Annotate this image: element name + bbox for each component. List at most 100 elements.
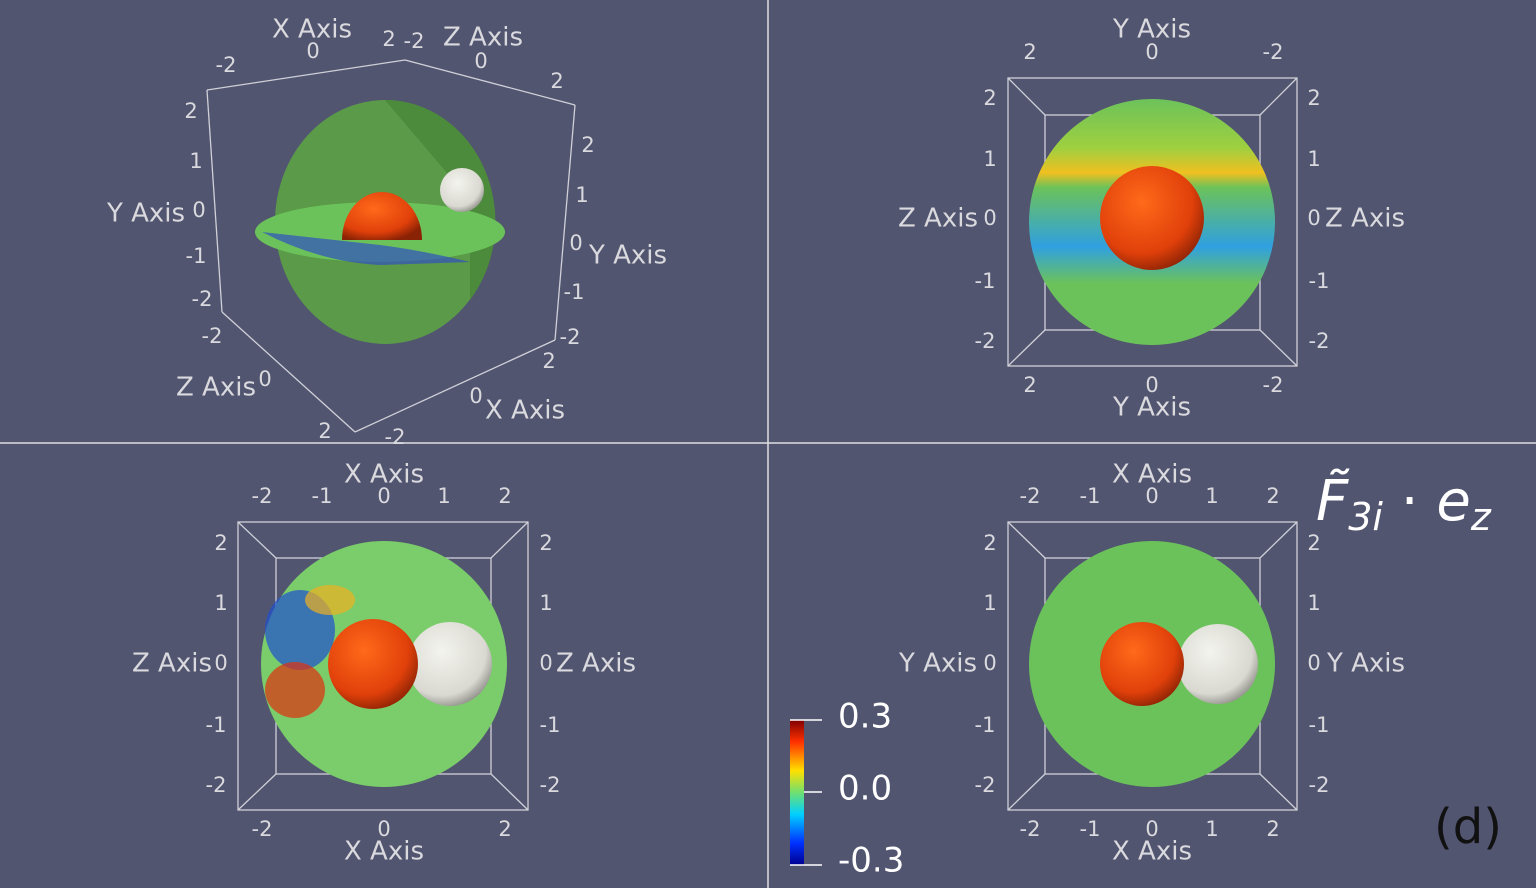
tick-label: 2 bbox=[1023, 40, 1036, 64]
tick-label: 0 bbox=[1307, 206, 1320, 230]
tick-label: 1 bbox=[575, 183, 588, 207]
axis-title: Z Axis bbox=[1325, 204, 1405, 234]
axis-title: Z Axis bbox=[132, 649, 212, 679]
axis-title: X Axis bbox=[1112, 460, 1192, 490]
tick-label: 0 bbox=[1145, 817, 1158, 841]
tick-label: 2 bbox=[983, 531, 996, 555]
colorbar-max: 0.3 bbox=[838, 697, 892, 737]
panel-label: (d) bbox=[1434, 799, 1502, 855]
tick-label: 2 bbox=[382, 27, 395, 51]
tick-label: 0 bbox=[983, 206, 996, 230]
tick-label: 1 bbox=[1307, 147, 1320, 171]
tick-label: 0 bbox=[569, 231, 582, 255]
tick-label: -2 bbox=[975, 329, 996, 353]
axis-title: Y Axis bbox=[588, 241, 667, 271]
tick-label: 1 bbox=[1307, 591, 1320, 615]
tick-label: 1 bbox=[1205, 484, 1218, 508]
tick-label: -2 bbox=[404, 29, 425, 53]
vector-sub: z bbox=[1470, 495, 1492, 539]
tick-label: 2 bbox=[1266, 484, 1279, 508]
tick-label: -1 bbox=[312, 484, 333, 508]
tick-label: 2 bbox=[983, 86, 996, 110]
axis-title: Y Axis bbox=[898, 649, 977, 679]
axis-title: Z Axis bbox=[443, 23, 523, 53]
tick-label: -1 bbox=[1309, 713, 1330, 737]
tick-label: 2 bbox=[1307, 86, 1320, 110]
colorbar-mid: 0.0 bbox=[838, 769, 892, 809]
colorbar-min: -0.3 bbox=[838, 841, 904, 881]
tick-label: -1 bbox=[1309, 269, 1330, 293]
axis-title: Z Axis bbox=[898, 204, 978, 234]
axis-title: Y Axis bbox=[106, 199, 185, 229]
tick-label: 1 bbox=[983, 147, 996, 171]
tick-label: -2 bbox=[1263, 373, 1284, 397]
tick-label: 2 bbox=[498, 817, 511, 841]
colorbar-gradient bbox=[790, 720, 804, 865]
tick-label: 1 bbox=[983, 591, 996, 615]
tick-label: -1 bbox=[206, 713, 227, 737]
tick-label: -2 bbox=[202, 324, 223, 348]
axis-title: Z Axis bbox=[556, 649, 636, 679]
tick-label: -2 bbox=[1020, 817, 1041, 841]
axis-title: Y Axis bbox=[1326, 649, 1405, 679]
tick-label: 0 bbox=[474, 49, 487, 73]
tick-label: 0 bbox=[306, 39, 319, 63]
axis-title: Y Axis bbox=[1112, 15, 1191, 45]
tick-label: -1 bbox=[186, 244, 207, 268]
tick-label: 1 bbox=[214, 591, 227, 615]
tick-label: 2 bbox=[214, 531, 227, 555]
tick-label: 0 bbox=[1145, 40, 1158, 64]
tick-label: -2 bbox=[206, 773, 227, 797]
tick-label: 0 bbox=[258, 367, 271, 391]
tick-label: 0 bbox=[469, 384, 482, 408]
tick-label: 2 bbox=[1307, 531, 1320, 555]
tick-label: 2 bbox=[1023, 373, 1036, 397]
tick-label: 0 bbox=[539, 651, 552, 675]
tick-label: 2 bbox=[550, 69, 563, 93]
tick-label: -1 bbox=[1080, 484, 1101, 508]
axis-title: X Axis bbox=[272, 15, 352, 45]
tick-label: -2 bbox=[1309, 773, 1330, 797]
axis-title: Z Axis bbox=[176, 373, 256, 403]
tick-label: 2 bbox=[184, 99, 197, 123]
axis-title: X Axis bbox=[485, 396, 565, 426]
tick-label: -2 bbox=[252, 817, 273, 841]
tick-label: -1 bbox=[540, 713, 561, 737]
tick-label: 1 bbox=[437, 484, 450, 508]
tick-label: 2 bbox=[539, 531, 552, 555]
tick-label: 1 bbox=[189, 149, 202, 173]
scene-bottom-left bbox=[261, 541, 507, 787]
symbol: F̃ bbox=[1316, 469, 1350, 534]
vector: e bbox=[1436, 469, 1470, 534]
tick-label: 2 bbox=[318, 419, 331, 443]
tick-label: -2 bbox=[216, 53, 237, 77]
tick-label: -1 bbox=[975, 713, 996, 737]
tick-label: -2 bbox=[540, 773, 561, 797]
annotation: F̃3i · ez bbox=[1316, 469, 1492, 539]
axis-title: X Axis bbox=[344, 460, 424, 490]
bounding-box bbox=[206, 59, 576, 433]
tick-label: 1 bbox=[539, 591, 552, 615]
scene-bottom-right bbox=[1029, 541, 1275, 787]
tick-label: 2 bbox=[1266, 817, 1279, 841]
tick-label: -2 bbox=[252, 484, 273, 508]
tick-label: 1 bbox=[1205, 817, 1218, 841]
symbol-sub: 3i bbox=[1348, 495, 1383, 539]
axis-title: X Axis bbox=[344, 837, 424, 867]
operator: · bbox=[1383, 469, 1436, 534]
axis-title: Y Axis bbox=[1112, 393, 1191, 423]
tick-label: -1 bbox=[1080, 817, 1101, 841]
tick-label: 0 bbox=[1145, 373, 1158, 397]
tick-label: -2 bbox=[1309, 329, 1330, 353]
tick-label: -2 bbox=[975, 773, 996, 797]
tick-label: 0 bbox=[377, 484, 390, 508]
tick-label: 2 bbox=[498, 484, 511, 508]
tick-label: 2 bbox=[542, 349, 555, 373]
tick-label: -2 bbox=[385, 425, 406, 449]
tick-label: 0 bbox=[1307, 651, 1320, 675]
axis-title: X Axis bbox=[1112, 837, 1192, 867]
tick-label: -2 bbox=[1020, 484, 1041, 508]
tick-label: 0 bbox=[377, 817, 390, 841]
